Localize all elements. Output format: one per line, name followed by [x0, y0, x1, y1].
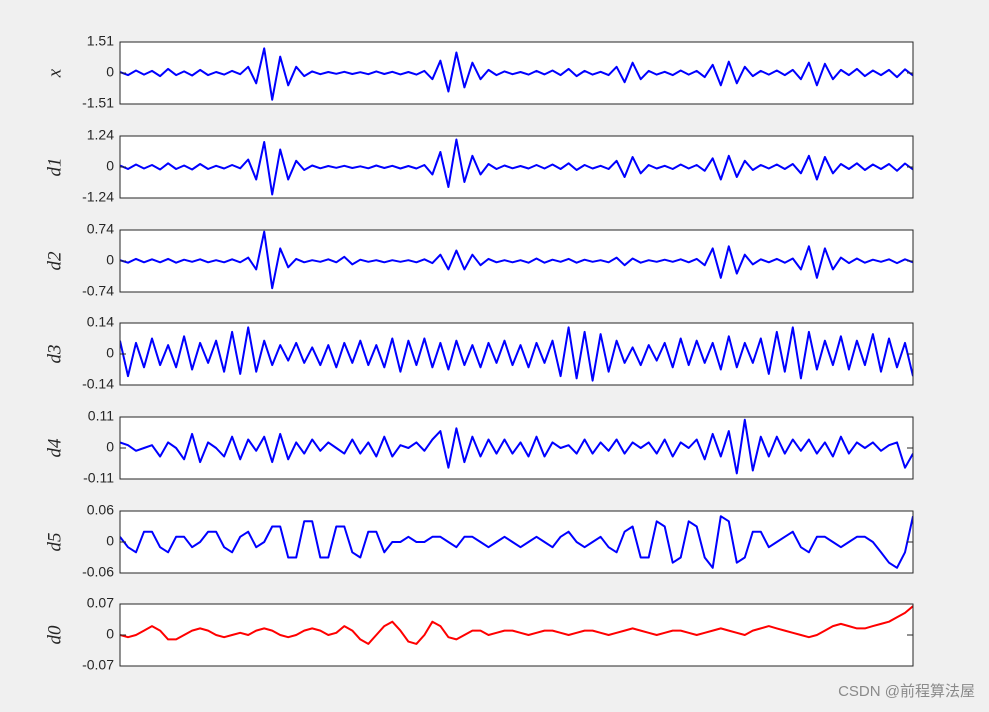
y-tick-label: 0 — [106, 439, 114, 455]
y-tick-label: 0 — [106, 626, 114, 642]
y-tick-label: 0 — [106, 158, 114, 174]
plot-area — [120, 604, 913, 666]
y-tick-label: 0 — [106, 64, 114, 80]
y-axis-label: d4 — [44, 438, 65, 458]
signal-line — [120, 326, 913, 382]
y-axis-label: d2 — [44, 251, 65, 271]
y-axis-label: d1 — [44, 158, 65, 177]
signal-line — [120, 47, 913, 101]
y-tick-label: 1.51 — [87, 33, 114, 49]
signal-line — [120, 230, 913, 290]
y-tick-label: -1.51 — [82, 95, 114, 111]
y-tick-label: 0.74 — [87, 221, 114, 237]
y-axis-label: d0 — [44, 625, 65, 645]
signal-line — [120, 138, 913, 196]
watermark: CSDN @前程算法屋 — [838, 682, 975, 700]
y-tick-label: 0.14 — [87, 314, 114, 330]
y-tick-label: -0.74 — [82, 283, 114, 299]
y-tick-label: -0.14 — [82, 376, 114, 392]
y-tick-label: -0.07 — [82, 657, 114, 673]
y-tick-label: 0.11 — [88, 408, 114, 424]
y-tick-label: -0.06 — [82, 564, 114, 580]
y-tick-label: -0.11 — [83, 470, 114, 486]
y-tick-label: 0 — [106, 252, 114, 268]
signal-line — [120, 605, 913, 645]
y-axis-label: x — [44, 68, 65, 78]
plot-area — [120, 511, 913, 573]
y-axis-label: d5 — [44, 533, 65, 552]
signal-line — [120, 418, 913, 475]
signal-line — [120, 515, 913, 569]
y-tick-label: 0.07 — [87, 595, 114, 611]
y-tick-label: 0 — [106, 533, 114, 549]
y-tick-label: 1.24 — [87, 127, 114, 143]
y-tick-label: 0.06 — [87, 502, 114, 518]
y-axis-label: d3 — [44, 345, 65, 364]
y-tick-label: -1.24 — [82, 189, 114, 205]
y-tick-label: 0 — [106, 345, 114, 361]
